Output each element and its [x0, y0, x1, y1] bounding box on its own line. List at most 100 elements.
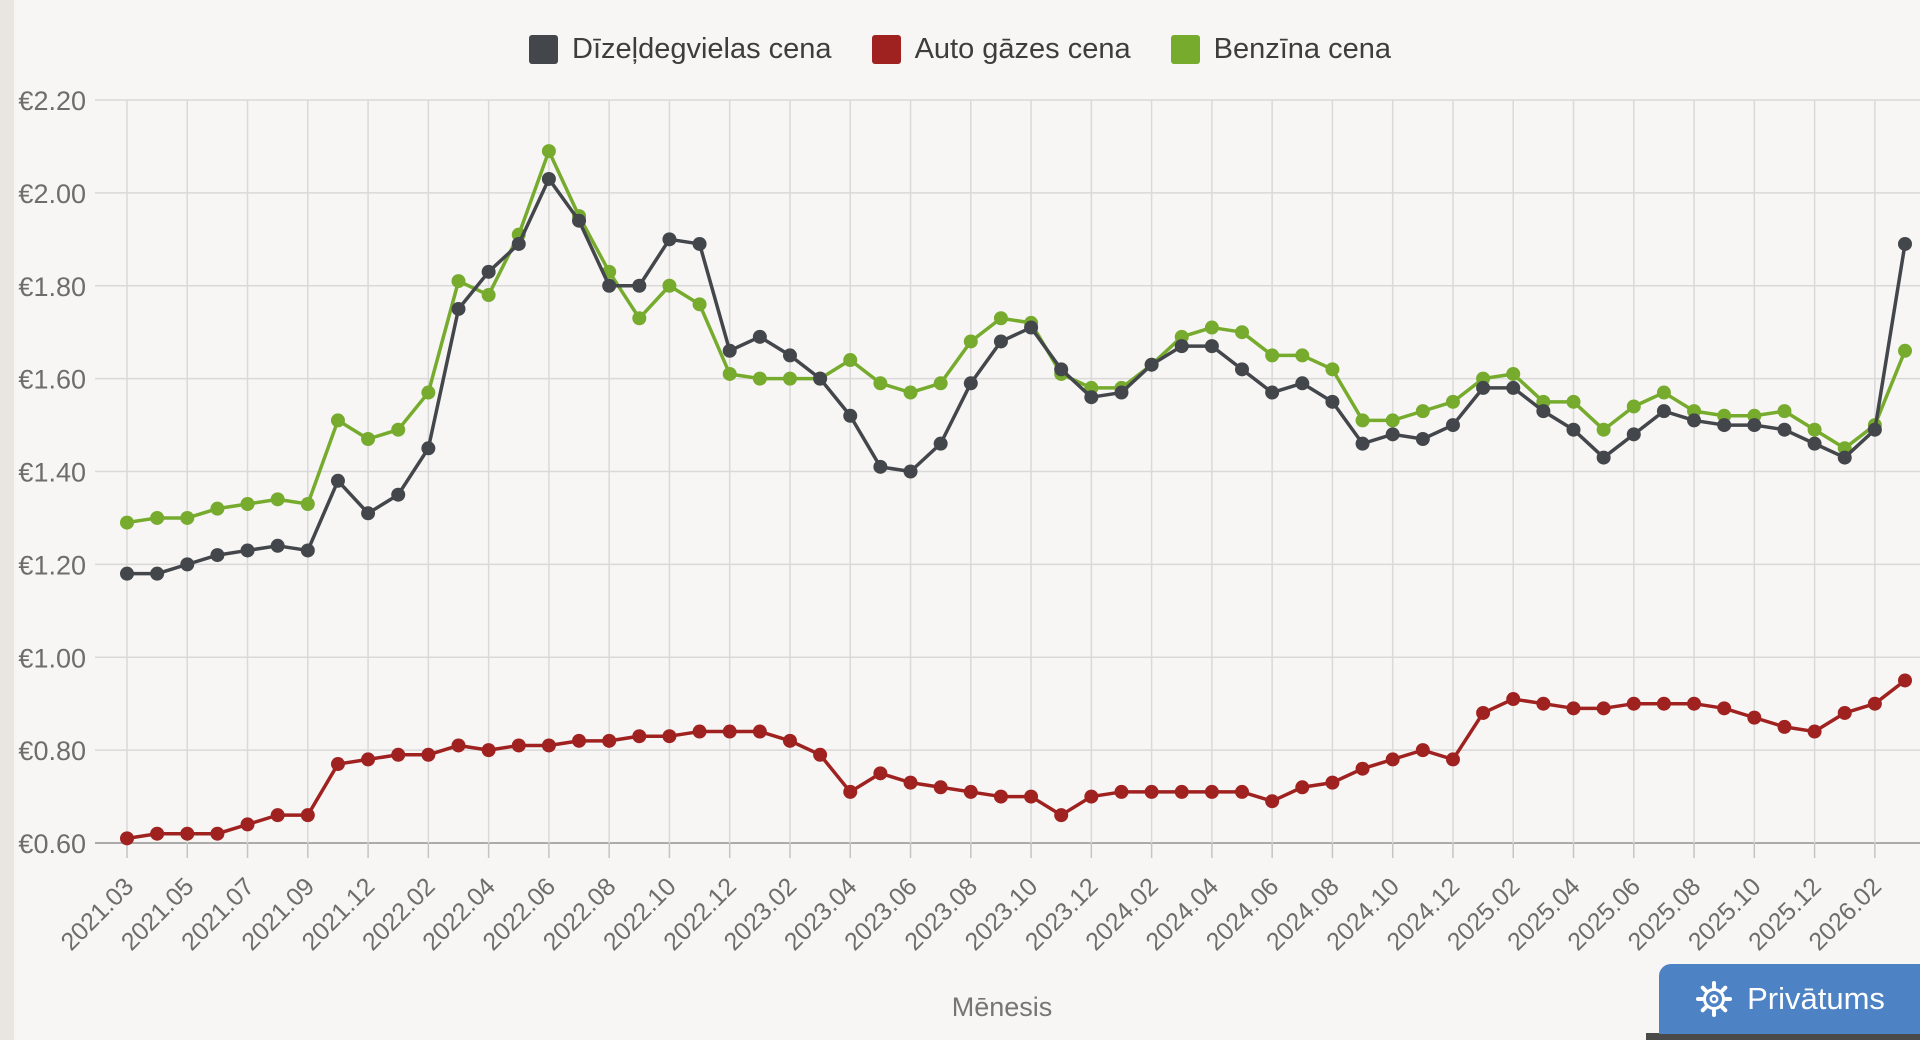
data-point [1385, 413, 1400, 428]
data-point [1867, 696, 1882, 711]
data-point [1687, 696, 1702, 711]
data-point [120, 515, 134, 530]
data-point [1898, 673, 1912, 688]
data-point [481, 264, 496, 279]
data-point [963, 376, 978, 391]
gear-icon [1694, 979, 1734, 1019]
y-tick-label: €1.60 [18, 365, 86, 395]
data-point [481, 288, 496, 303]
data-point [1566, 701, 1581, 716]
data-point [1204, 339, 1219, 354]
data-point [662, 232, 677, 247]
data-point [903, 775, 918, 790]
bottom-dark-strip [1646, 1033, 1920, 1040]
legend-swatch [1170, 34, 1200, 64]
data-point [421, 441, 436, 456]
data-point [903, 385, 918, 400]
data-point [1204, 320, 1219, 335]
data-point [963, 334, 978, 349]
data-point [391, 747, 406, 762]
data-point [782, 371, 797, 386]
data-point [180, 826, 195, 841]
data-point [1204, 784, 1219, 799]
data-point [1415, 431, 1430, 446]
data-point [722, 366, 737, 381]
x-axis-title: Mēnesis [951, 992, 1053, 1022]
data-point [511, 738, 526, 753]
data-point [1596, 450, 1611, 465]
data-point [1656, 696, 1671, 711]
data-point [1054, 362, 1069, 377]
data-point [300, 808, 315, 823]
legend-item-label: Auto gāzes cena [914, 32, 1131, 65]
data-point [1596, 701, 1611, 716]
data-point [1626, 399, 1641, 414]
data-point [843, 784, 858, 799]
data-point [1235, 784, 1250, 799]
data-point [1536, 696, 1551, 711]
privacy-button[interactable]: Privātums [1659, 964, 1920, 1034]
data-point [813, 747, 828, 762]
data-point [240, 543, 255, 558]
legend-swatch [529, 34, 559, 64]
data-point [843, 408, 858, 423]
data-point [1506, 692, 1521, 707]
data-point [1385, 427, 1400, 442]
data-point [150, 826, 165, 841]
data-point [662, 729, 677, 744]
data-point [933, 436, 948, 451]
data-point [1325, 775, 1340, 790]
data-point [1265, 348, 1280, 363]
page-left-edge [0, 0, 14, 1040]
data-point [1415, 404, 1430, 419]
data-point [451, 301, 466, 316]
data-point [1717, 701, 1732, 716]
data-point [1807, 422, 1822, 437]
data-point [1235, 362, 1250, 377]
data-point [1174, 339, 1189, 354]
data-point [1325, 362, 1340, 377]
data-point [210, 501, 225, 516]
legend-item-2[interactable]: Benzīna cena [1170, 33, 1391, 66]
data-point [421, 385, 436, 400]
data-point [1385, 752, 1400, 767]
data-point [1295, 348, 1310, 363]
chart-legend: Dīzeļdegvielas cena Auto gāzes cena Benzīn… [0, 26, 1920, 72]
data-point [210, 826, 225, 841]
data-point [451, 274, 466, 289]
data-point [451, 738, 466, 753]
data-point [813, 371, 828, 386]
data-point [361, 506, 376, 521]
y-tick-label: €2.20 [18, 86, 86, 116]
data-point [1325, 394, 1340, 409]
data-point [933, 780, 948, 795]
data-point [330, 413, 345, 428]
data-point [1445, 418, 1460, 433]
data-point [1265, 385, 1280, 400]
data-point [843, 353, 858, 368]
data-point [1476, 380, 1491, 395]
data-point [1566, 394, 1581, 409]
data-point [1295, 376, 1310, 391]
data-point [692, 297, 707, 312]
data-point [270, 492, 285, 507]
data-point [662, 278, 677, 293]
data-point [692, 724, 707, 739]
data-point [150, 510, 165, 525]
data-point [1867, 422, 1882, 437]
legend-item-1[interactable]: Auto gāzes cena [871, 32, 1131, 66]
data-point [1114, 784, 1129, 799]
data-point [1084, 789, 1099, 804]
data-point [1626, 427, 1641, 442]
data-point [632, 729, 647, 744]
data-point [1837, 705, 1852, 720]
data-point [1898, 236, 1912, 251]
data-point [1024, 320, 1039, 335]
data-point [270, 538, 285, 553]
y-tick-label: €0.80 [18, 736, 86, 766]
y-tick-label: €0.60 [18, 829, 86, 859]
data-point [1566, 422, 1581, 437]
legend-item-0[interactable]: Dīzeļdegvielas cena [529, 33, 832, 66]
data-point [993, 334, 1008, 349]
